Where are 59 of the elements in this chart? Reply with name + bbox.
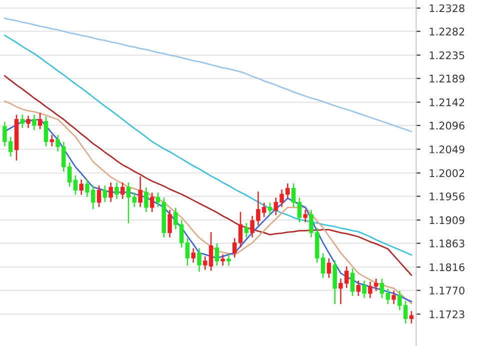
y-tick-label: 1.2282 [430, 28, 464, 36]
line-series [4, 75, 412, 276]
candlestick [156, 192, 160, 208]
y-tick-label: 1.1909 [430, 216, 464, 224]
y-tick-label: 1.2328 [430, 4, 464, 12]
candlestick [32, 114, 36, 130]
candlestick [356, 280, 361, 296]
y-tick-label: 1.2235 [430, 51, 464, 60]
candlestick [332, 260, 337, 304]
y-tick-label: 1.2002 [430, 169, 464, 178]
candlestick [38, 112, 42, 130]
candlestick [126, 182, 131, 224]
candlestick [238, 212, 243, 248]
candlestick [144, 188, 148, 212]
y-tick-label: 1.1816 [430, 263, 464, 272]
candlestick [79, 179, 84, 195]
candlestick [44, 116, 48, 146]
candlestick [168, 210, 172, 238]
line-series [4, 18, 412, 132]
y-tick-label: 1.1770 [430, 286, 464, 294]
candlestick [380, 278, 384, 298]
candlestick [220, 254, 225, 266]
candlestick [138, 176, 142, 208]
candlestick [409, 310, 414, 324]
candlestick [26, 116, 30, 128]
candlestick [114, 182, 119, 199]
candlestick [362, 280, 366, 298]
candlestick [108, 182, 113, 202]
candlestick [150, 192, 154, 212]
candlestick [232, 238, 237, 258]
candlestick [386, 288, 390, 304]
y-tick-label: 1.1863 [430, 240, 464, 248]
y-tick-label: 1.2142 [430, 98, 464, 106]
candlestick [102, 186, 108, 202]
y-tick-label: 1.2096 [430, 122, 464, 130]
candlestick [96, 186, 102, 208]
candlestick [120, 182, 125, 199]
candlestick [197, 248, 202, 272]
line-series [4, 34, 412, 256]
candlestick [244, 222, 249, 238]
candlestick [350, 268, 355, 296]
candlestick [20, 114, 25, 128]
y-tick-label: 1.1723 [430, 310, 464, 318]
candlestick [326, 258, 332, 278]
y-tick-label: 1.2189 [430, 74, 464, 83]
candlestick [291, 184, 296, 208]
candlestick [297, 198, 302, 222]
candlestick [132, 192, 137, 208]
candlestick [185, 238, 190, 266]
candlestick [73, 175, 78, 195]
candlestick [50, 134, 54, 146]
candlestick [303, 210, 308, 222]
candlestick [392, 290, 396, 304]
y-tick-label: 1.2049 [430, 145, 464, 154]
candlestick [268, 202, 272, 216]
candlestick [226, 254, 231, 266]
y-tick-label: 1.1956 [430, 192, 464, 200]
candlestick [191, 248, 196, 263]
candlestick [214, 243, 220, 266]
